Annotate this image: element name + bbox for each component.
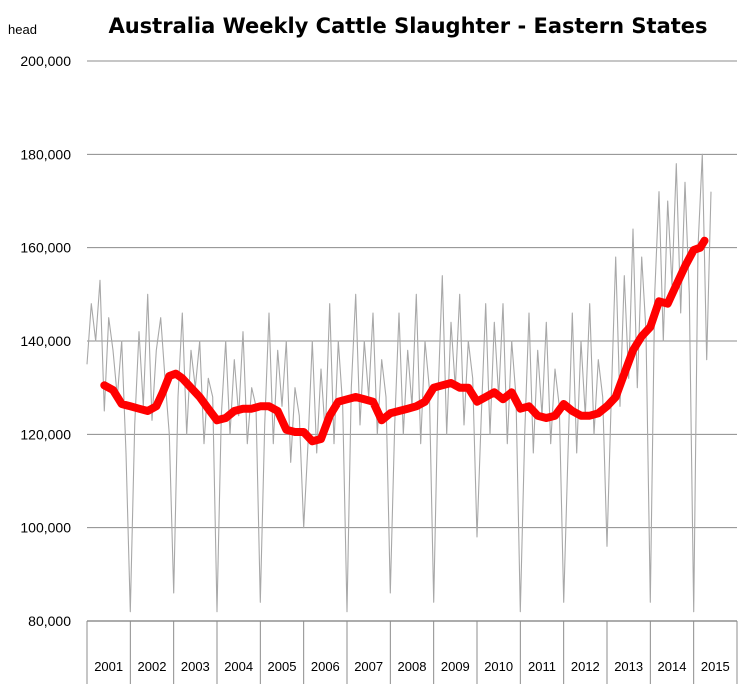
x-axis: 2001 2002 2003 2004 2005 2006 2007 2008 2009 2010…: [86, 621, 738, 684]
x-tick-label: 2002: [138, 659, 167, 674]
weekly-series-line: [86, 153, 712, 613]
y-tick-label: 120,000: [20, 426, 71, 442]
x-tick-label: 2014: [658, 659, 687, 674]
x-tick-label: 2015: [701, 659, 730, 674]
series-group: [86, 153, 712, 613]
x-tick-label: 2006: [311, 659, 340, 674]
y-unit-label: head: [8, 22, 37, 37]
x-tick-label: 2003: [181, 659, 210, 674]
y-tick-label: 100,000: [20, 520, 71, 536]
trend-series-line: [100, 236, 709, 446]
gridlines: [87, 60, 737, 622]
x-tick-label: 2013: [614, 659, 643, 674]
y-tick-label: 140,000: [20, 333, 71, 349]
x-tick-label: 2010: [484, 659, 513, 674]
y-tick-label: 180,000: [20, 146, 71, 162]
y-tick-label: 80,000: [28, 613, 71, 629]
x-tick-label: 2011: [528, 659, 556, 674]
y-tick-label: 160,000: [20, 240, 71, 256]
y-tick-label: 200,000: [20, 53, 71, 69]
y-axis-ticks: 80,000 100,000 120,000 140,000 160,000 180,00…: [20, 53, 71, 629]
x-tick-label: 2009: [441, 659, 470, 674]
x-tick-label: 2005: [268, 659, 297, 674]
x-tick-label: 2001: [94, 659, 123, 674]
x-tick-label: 2004: [224, 659, 253, 674]
x-tick-label: 2012: [571, 659, 600, 674]
chart-title: Australia Weekly Cattle Slaughter - East…: [108, 14, 707, 38]
x-tick-label: 2007: [354, 659, 383, 674]
x-tick-label: 2008: [398, 659, 427, 674]
